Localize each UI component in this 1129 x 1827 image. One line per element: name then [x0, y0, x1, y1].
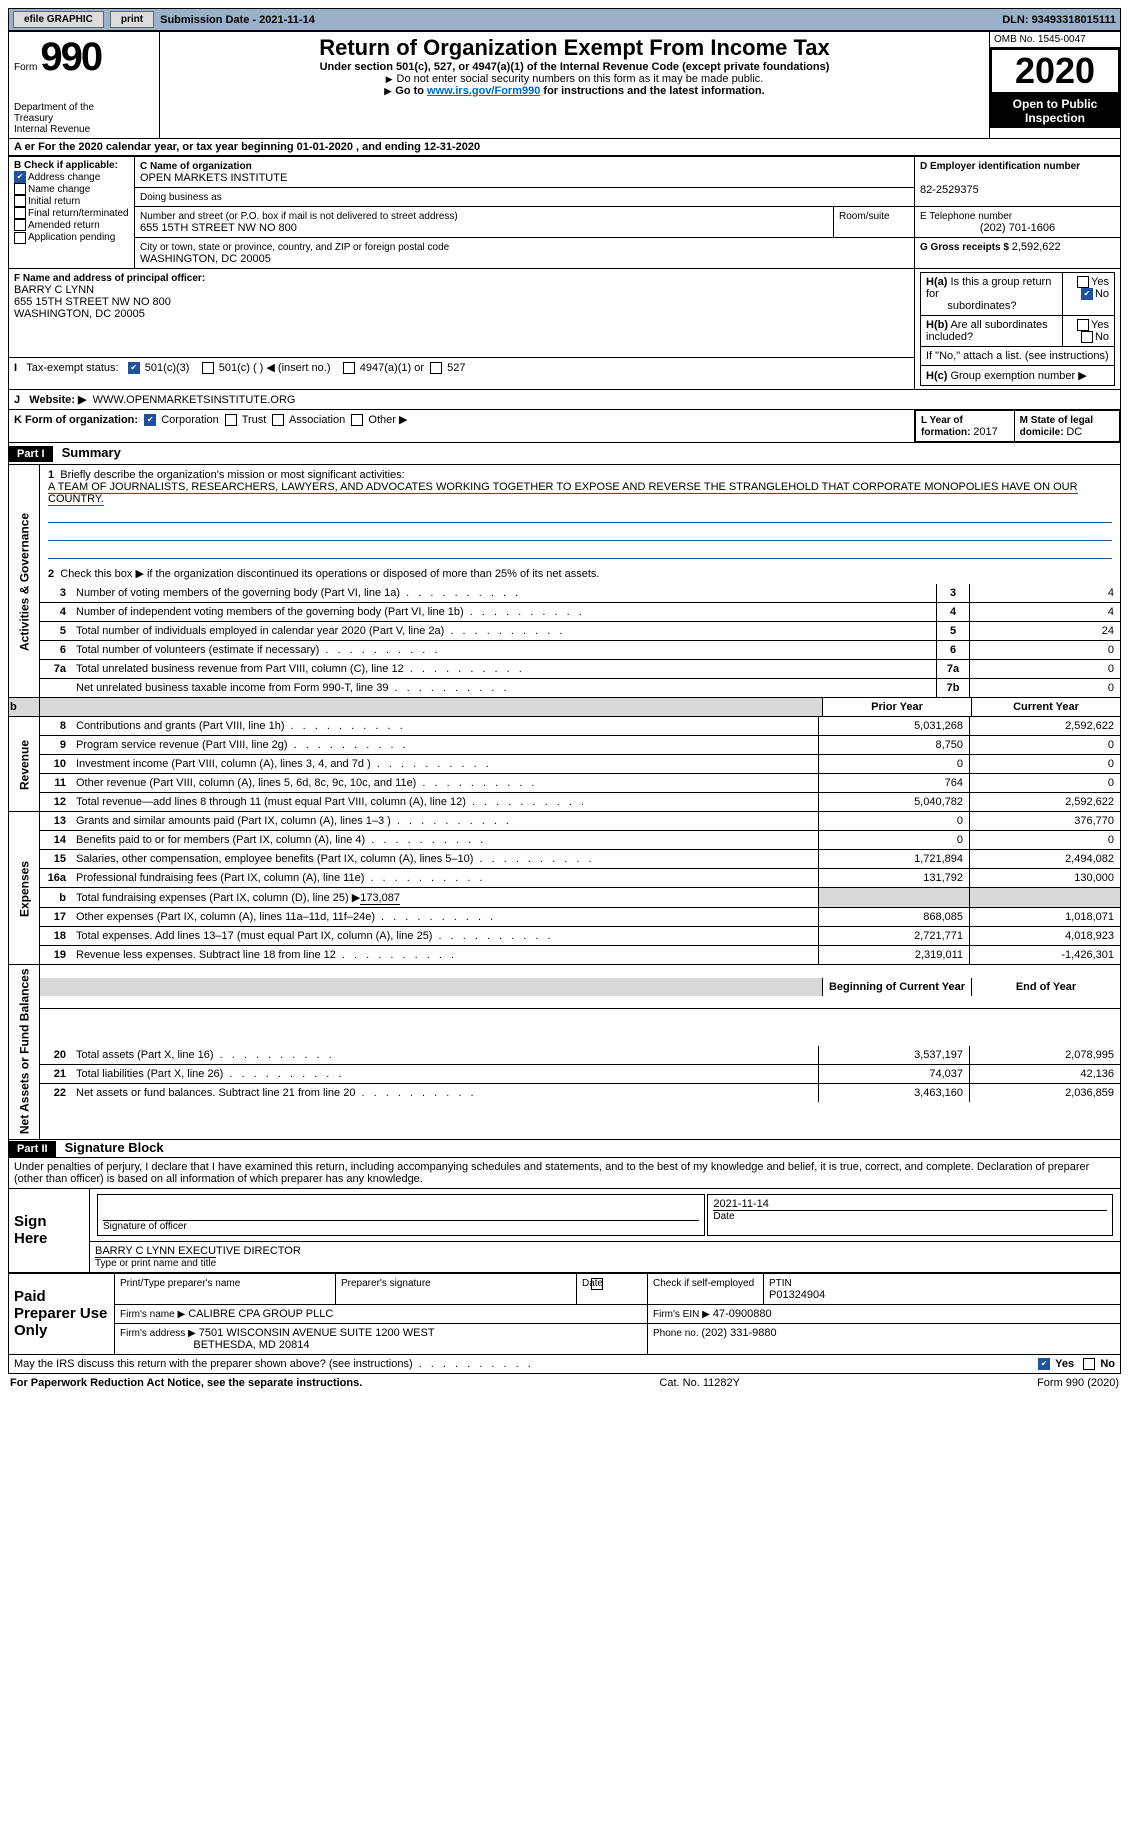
- net-assets-lines-table: 20Total assets (Part X, line 16)3,537,19…: [40, 1046, 1120, 1102]
- mission-blank-line: [48, 526, 1112, 541]
- sig-officer-label: Signature of officer: [103, 1220, 699, 1232]
- chk-hb-no[interactable]: [1081, 331, 1093, 343]
- expense-lines-table-1: 13Grants and similar amounts paid (Part …: [40, 812, 1120, 887]
- chk-ha-yes[interactable]: [1077, 276, 1089, 288]
- phone-value: (202) 701-1606: [920, 222, 1115, 234]
- form990-link[interactable]: www.irs.gov/Form990: [427, 85, 540, 97]
- box-k-label: K Form of organization:: [14, 414, 138, 426]
- governance-lines-table: 3Number of voting members of the governi…: [40, 584, 1120, 697]
- chk-527[interactable]: [430, 362, 442, 374]
- mission-text: A TEAM OF JOURNALISTS, RESEARCHERS, LAWY…: [48, 481, 1078, 506]
- print-button[interactable]: print: [110, 11, 154, 28]
- sidebar-governance: Activities & Governance: [9, 465, 40, 698]
- officer-printed-name: BARRY C LYNN EXECUTIVE DIRECTOR: [95, 1245, 1115, 1257]
- col-prior-year: Prior Year: [823, 698, 972, 716]
- discuss-row: May the IRS discuss this return with the…: [8, 1355, 1121, 1374]
- part-ii-bar: Part II: [9, 1141, 56, 1157]
- form-number: 990: [40, 35, 101, 79]
- chk-application-pending[interactable]: [14, 232, 26, 244]
- org-name: OPEN MARKETS INSTITUTE: [140, 172, 287, 184]
- efile-graphic-button[interactable]: efile GRAPHIC: [13, 11, 104, 28]
- officer-city: WASHINGTON, DC 20005: [14, 308, 145, 320]
- chk-501c[interactable]: [202, 362, 214, 374]
- col-end-year: End of Year: [972, 978, 1121, 996]
- dln-label: DLN: 93493318015111: [1002, 14, 1116, 26]
- col-beginning-year: Beginning of Current Year: [823, 978, 972, 996]
- hb-note: If "No," attach a list. (see instruction…: [921, 347, 1115, 366]
- box-g-label: G Gross receipts $: [920, 242, 1012, 253]
- efile-top-bar: efile GRAPHIC print Submission Date - 20…: [8, 8, 1121, 31]
- chk-initial-return[interactable]: [14, 195, 26, 207]
- q1-label: Briefly describe the organization's miss…: [60, 469, 404, 481]
- gross-receipts-value: 2,592,622: [1012, 241, 1061, 253]
- chk-self-employed[interactable]: [591, 1278, 603, 1290]
- chk-ha-no[interactable]: [1081, 288, 1093, 300]
- submission-date-label: Submission Date - 2021-11-14: [160, 14, 315, 26]
- ein-value: 82-2529375: [920, 184, 979, 196]
- officer-type-label: Type or print name and title: [95, 1257, 216, 1269]
- chk-name-change[interactable]: [14, 183, 26, 195]
- form-word: Form: [14, 62, 37, 73]
- box-d-label: D Employer identification number: [920, 161, 1080, 172]
- officer-name: BARRY C LYNN: [14, 284, 94, 296]
- chk-assoc[interactable]: [272, 414, 284, 426]
- expense-lines-table-2: 17Other expenses (Part IX, column (A), l…: [40, 908, 1120, 964]
- chk-discuss-yes[interactable]: [1038, 1358, 1050, 1370]
- form-subtitle: Under section 501(c), 527, or 4947(a)(1)…: [165, 61, 984, 73]
- sidebar-net-assets: Net Assets or Fund Balances: [9, 965, 40, 1139]
- room-label: Room/suite: [839, 211, 890, 222]
- chk-other[interactable]: [351, 414, 363, 426]
- part-i-title: Summary: [56, 445, 121, 460]
- omb-number: OMB No. 1545-0047: [990, 32, 1120, 48]
- dept-treasury: Department of the Treasury Internal Reve…: [14, 102, 154, 135]
- page-footer: For Paperwork Reduction Act Notice, see …: [8, 1374, 1121, 1392]
- chk-hb-yes[interactable]: [1077, 319, 1089, 331]
- chk-trust[interactable]: [225, 414, 237, 426]
- box-b-label: B Check if applicable:: [14, 160, 129, 171]
- sidebar-revenue: Revenue: [9, 717, 40, 812]
- entity-info-block: B Check if applicable: Address change Na…: [8, 156, 1121, 443]
- sig-date-label: Date: [713, 1210, 1107, 1222]
- q2-text: Check this box ▶ if the organization dis…: [60, 568, 599, 580]
- street-label: Number and street (or P.O. box if mail i…: [140, 211, 458, 222]
- mission-blank-line: [48, 544, 1112, 559]
- sign-here-label: Sign Here: [14, 1213, 47, 1247]
- sig-date-value: 2021-11-14: [713, 1198, 1107, 1210]
- form-header: Form 990 Department of the Treasury Inte…: [8, 31, 1121, 139]
- sidebar-expenses: Expenses: [9, 812, 40, 965]
- box-i-label: Tax-exempt status:: [26, 362, 118, 374]
- city-value: WASHINGTON, DC 20005: [140, 253, 271, 265]
- part-ii-title: Signature Block: [59, 1140, 164, 1155]
- paid-preparer-label: Paid Preparer Use Only: [14, 1288, 107, 1339]
- form-instruction-2: Go to www.irs.gov/Form990 for instructio…: [165, 85, 984, 97]
- open-to-public: Open to PublicInspection: [990, 94, 1120, 128]
- dba-label: Doing business as: [140, 192, 222, 203]
- city-label: City or town, state or province, country…: [140, 242, 449, 253]
- tax-period-row: A er For the 2020 calendar year, or tax …: [8, 139, 1121, 156]
- chk-amended-return[interactable]: [14, 219, 26, 231]
- signature-table: Sign Here Signature of officer 2021-11-1…: [8, 1188, 1121, 1273]
- tax-year: 2020: [990, 48, 1120, 94]
- chk-corp[interactable]: [144, 414, 156, 426]
- part-i-bar: Part I: [9, 446, 53, 462]
- chk-address-change[interactable]: [14, 171, 26, 183]
- box-e-label: E Telephone number: [920, 211, 1012, 222]
- chk-501c3[interactable]: [128, 362, 140, 374]
- mission-blank-line: [48, 508, 1112, 523]
- perjury-declaration: Under penalties of perjury, I declare th…: [8, 1158, 1121, 1188]
- box-f-label: F Name and address of principal officer:: [14, 273, 205, 284]
- form-instruction-1: Do not enter social security numbers on …: [165, 73, 984, 85]
- chk-discuss-no[interactable]: [1083, 1358, 1095, 1370]
- website-value: WWW.OPENMARKETSINSTITUTE.ORG: [93, 394, 296, 406]
- col-current-year: Current Year: [972, 698, 1121, 716]
- street-value: 655 15TH STREET NW NO 800: [140, 222, 297, 234]
- chk-4947[interactable]: [343, 362, 355, 374]
- paid-preparer-table: Paid Preparer Use Only Print/Type prepar…: [8, 1273, 1121, 1355]
- box-j-label: Website: ▶: [29, 394, 86, 406]
- officer-street: 655 15TH STREET NW NO 800: [14, 296, 171, 308]
- form-title: Return of Organization Exempt From Incom…: [165, 35, 984, 61]
- box-c-label: C Name of organization: [140, 161, 252, 172]
- revenue-lines-table: 8Contributions and grants (Part VIII, li…: [40, 717, 1120, 811]
- chk-final-return[interactable]: [14, 207, 26, 219]
